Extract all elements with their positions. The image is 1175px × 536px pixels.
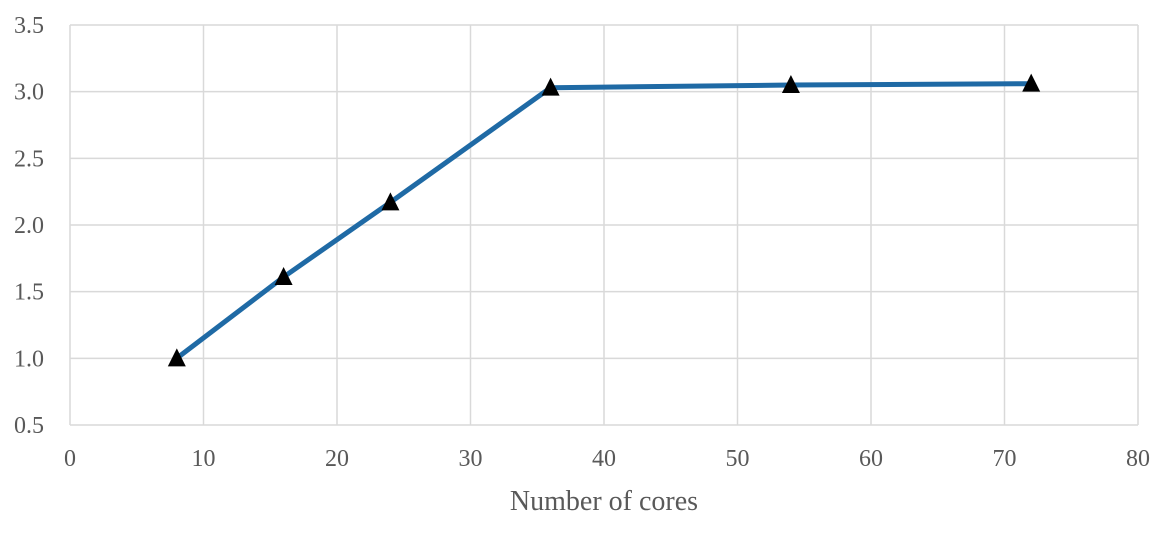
- data-point-marker: [167, 348, 186, 367]
- data-point-marker: [1022, 73, 1041, 92]
- y-axis-tick-labels: 0.5 1.0 1.5 2.0 2.5 3.0 3.5: [14, 13, 44, 439]
- data-point-marker: [541, 77, 560, 96]
- x-tick-label: 80: [1126, 446, 1150, 472]
- y-tick-label: 2.0: [14, 213, 44, 239]
- y-tick-label: 1.0: [14, 346, 44, 372]
- x-tick-label: 70: [993, 446, 1017, 472]
- data-point-marker: [781, 75, 800, 93]
- chart-grid: [69, 24, 1139, 426]
- y-tick-label: 2.5: [14, 146, 44, 172]
- y-tick-label: 0.5: [14, 413, 44, 439]
- y-tick-label: 1.5: [14, 280, 44, 306]
- x-axis-title: Number of cores: [510, 486, 698, 517]
- x-tick-label: 50: [726, 446, 750, 472]
- x-tick-label: 40: [592, 446, 616, 472]
- data-point-marker: [274, 267, 293, 285]
- x-tick-label: 60: [859, 446, 883, 472]
- x-axis-tick-labels: 0 10 20 30 40 50 60 70 80: [64, 446, 1150, 472]
- x-tick-label: 30: [459, 446, 483, 472]
- chart-series: [167, 73, 1041, 367]
- y-tick-label: 3.0: [14, 80, 44, 106]
- y-tick-label: 3.5: [14, 13, 44, 39]
- x-tick-label: 20: [325, 446, 349, 472]
- x-tick-label: 10: [192, 446, 216, 472]
- series-line: [174, 81, 1034, 361]
- x-tick-label: 0: [64, 446, 76, 472]
- data-point-marker: [381, 192, 400, 211]
